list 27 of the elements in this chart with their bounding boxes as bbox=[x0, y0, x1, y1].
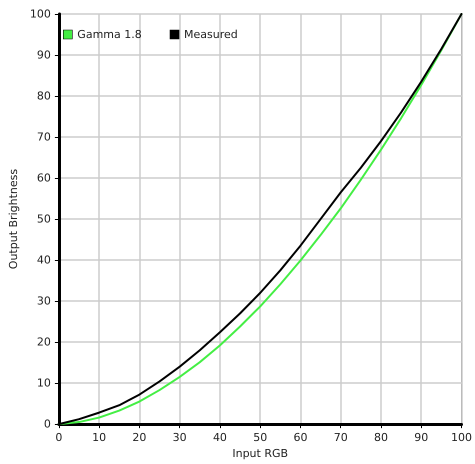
legend-label: Measured bbox=[184, 28, 238, 41]
x-tick-label: 80 bbox=[374, 431, 388, 444]
y-tick-label: 90 bbox=[36, 48, 51, 62]
x-tick-label: 30 bbox=[172, 431, 187, 444]
y-tick-label: 60 bbox=[36, 172, 51, 185]
x-tick-label: 40 bbox=[212, 431, 227, 444]
x-axis-title: Input RGB bbox=[232, 447, 288, 460]
x-tick-label: 20 bbox=[132, 431, 146, 444]
x-tick-label: 70 bbox=[334, 431, 348, 444]
legend-label: Gamma 1.8 bbox=[77, 28, 142, 41]
y-tick-label: 30 bbox=[36, 294, 51, 308]
y-tick-label: 10 bbox=[36, 376, 51, 390]
y-tick-label: 70 bbox=[36, 130, 51, 144]
y-tick-label: 20 bbox=[36, 336, 51, 349]
x-tick-label: 0 bbox=[55, 431, 62, 444]
x-tick-label: 90 bbox=[414, 431, 428, 444]
x-tick-label: 60 bbox=[293, 431, 308, 444]
y-tick-label: 50 bbox=[36, 212, 51, 226]
y-axis-title: Output Brightness bbox=[7, 168, 20, 270]
y-tick-label: 40 bbox=[36, 254, 51, 267]
x-tick-label: 10 bbox=[92, 431, 106, 444]
line-series bbox=[58, 13, 462, 426]
y-tick-label: 0 bbox=[44, 418, 51, 431]
x-tick-label: 50 bbox=[253, 431, 268, 444]
y-tick-label: 80 bbox=[36, 90, 51, 103]
x-tick-label: 100 bbox=[451, 431, 472, 444]
y-tick-label: 100 bbox=[30, 8, 51, 20]
